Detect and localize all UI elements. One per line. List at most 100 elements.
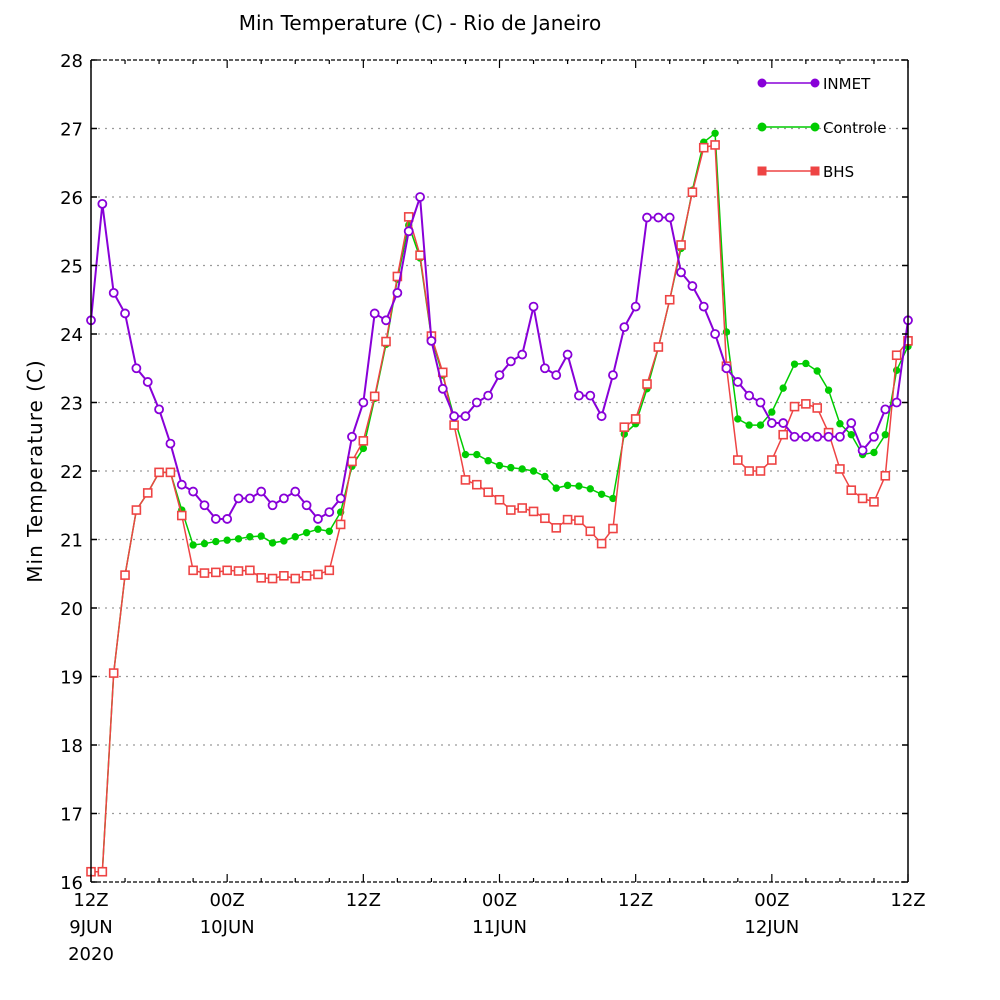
data-point	[574, 390, 584, 401]
data-point	[517, 349, 528, 360]
data-point	[267, 500, 278, 511]
data-point	[347, 456, 357, 467]
data-point	[483, 487, 493, 498]
data-point	[642, 379, 652, 389]
legend: INMET Controle BHS	[757, 75, 886, 181]
x-tick-label: 12JUN	[744, 917, 799, 938]
data-point	[812, 431, 823, 442]
data-point	[244, 493, 255, 504]
x-tick-label: 2020	[68, 944, 114, 965]
data-point	[541, 472, 549, 481]
data-point	[801, 399, 811, 409]
data-point	[836, 420, 844, 428]
data-point	[734, 415, 742, 423]
data-point	[676, 267, 686, 278]
data-point	[732, 377, 743, 387]
data-point	[280, 537, 288, 545]
data-point	[506, 505, 516, 515]
data-point	[835, 464, 845, 474]
data-point	[585, 526, 596, 537]
data-point	[711, 129, 719, 137]
data-point	[120, 570, 130, 580]
x-tick-label: 10JUN	[200, 917, 255, 938]
x-tick-label: 11JUN	[472, 917, 527, 938]
legend-marker	[757, 78, 767, 88]
data-point	[687, 281, 698, 291]
data-point	[108, 287, 119, 298]
data-point	[732, 455, 743, 465]
data-point	[257, 532, 265, 540]
data-point	[246, 533, 254, 541]
data-point	[539, 363, 550, 374]
data-point	[518, 465, 526, 473]
gridlines	[91, 59, 908, 883]
data-point	[891, 397, 902, 408]
y-tick-label: 26	[60, 188, 83, 209]
y-tick-label: 27	[60, 120, 83, 141]
data-point	[449, 411, 460, 422]
data-point	[188, 565, 198, 576]
data-point	[676, 240, 686, 250]
data-point	[335, 519, 346, 530]
legend-marker	[810, 166, 820, 176]
data-point	[790, 360, 799, 368]
data-point	[778, 418, 789, 428]
data-point	[630, 301, 641, 312]
data-point	[847, 430, 855, 439]
legend-marker	[757, 122, 767, 132]
data-point	[698, 301, 709, 312]
data-point	[642, 212, 652, 223]
legend-marker	[810, 122, 820, 132]
data-point	[189, 541, 197, 549]
data-point	[664, 212, 675, 223]
data-point	[619, 322, 630, 333]
data-point	[846, 485, 857, 495]
data-point	[721, 363, 732, 374]
data-point	[256, 573, 267, 583]
data-point	[494, 370, 505, 381]
data-point	[268, 539, 277, 547]
x-tick-label: 12Z	[73, 890, 108, 911]
data-point	[142, 488, 153, 498]
x-tick-label: 00Z	[482, 890, 517, 911]
y-tick-label: 25	[60, 257, 83, 278]
y-tick-label: 18	[60, 736, 83, 757]
data-point	[744, 390, 755, 401]
data-point	[857, 445, 868, 456]
data-point	[529, 467, 538, 475]
data-point	[199, 568, 210, 578]
data-point	[687, 187, 698, 198]
data-point	[483, 390, 494, 401]
data-point	[131, 363, 142, 374]
y-tick-label: 28	[60, 51, 83, 72]
data-point	[314, 525, 322, 533]
data-point	[381, 336, 391, 347]
data-point	[766, 418, 777, 428]
legend-marker	[757, 166, 767, 176]
data-point	[768, 408, 776, 416]
legend-label: BHS	[823, 163, 854, 181]
data-point	[210, 514, 221, 524]
data-point	[835, 431, 845, 442]
data-point	[347, 431, 357, 442]
series-bhs	[86, 140, 913, 877]
data-point	[426, 335, 437, 346]
data-point	[630, 414, 641, 424]
data-point	[437, 383, 448, 394]
data-point	[222, 514, 233, 524]
data-point	[857, 493, 868, 504]
data-point	[301, 571, 312, 581]
data-point	[176, 510, 187, 521]
data-point	[586, 485, 594, 493]
data-point	[619, 422, 630, 432]
data-point	[358, 436, 369, 446]
data-point	[802, 359, 810, 368]
y-tick-label: 22	[60, 462, 83, 483]
data-point	[813, 367, 821, 375]
series-layer	[86, 129, 913, 877]
data-point	[552, 484, 560, 492]
data-point	[97, 198, 108, 209]
data-point	[608, 370, 618, 381]
data-point	[756, 421, 765, 429]
data-point	[301, 500, 312, 511]
